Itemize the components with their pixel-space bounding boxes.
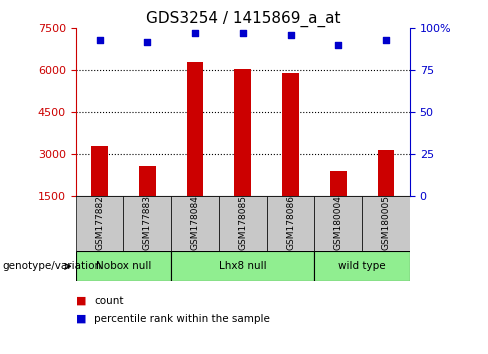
Point: [96, 37, 103, 43]
Text: GSM177883: GSM177883: [143, 195, 152, 250]
Bar: [378, 150, 394, 239]
Text: Lhx8 null: Lhx8 null: [219, 261, 266, 272]
Point: [239, 30, 247, 36]
Text: GSM180005: GSM180005: [382, 195, 390, 250]
Text: ■: ■: [76, 296, 86, 306]
FancyBboxPatch shape: [171, 251, 314, 281]
FancyBboxPatch shape: [219, 196, 266, 251]
Bar: [139, 166, 156, 239]
Bar: [187, 62, 203, 239]
Bar: [282, 73, 299, 239]
FancyBboxPatch shape: [76, 196, 123, 251]
Text: GSM178084: GSM178084: [190, 195, 200, 250]
Text: wild type: wild type: [338, 261, 386, 272]
FancyBboxPatch shape: [76, 251, 171, 281]
Text: percentile rank within the sample: percentile rank within the sample: [94, 314, 270, 324]
Text: Nobox null: Nobox null: [96, 261, 151, 272]
Point: [334, 42, 342, 48]
FancyBboxPatch shape: [314, 251, 410, 281]
FancyBboxPatch shape: [266, 196, 314, 251]
Text: count: count: [94, 296, 123, 306]
Point: [191, 30, 199, 36]
FancyBboxPatch shape: [171, 196, 219, 251]
Text: GSM178086: GSM178086: [286, 195, 295, 250]
Text: genotype/variation: genotype/variation: [2, 261, 102, 272]
Text: ■: ■: [76, 314, 86, 324]
FancyBboxPatch shape: [123, 196, 171, 251]
Bar: [234, 69, 251, 239]
Text: GSM178085: GSM178085: [238, 195, 247, 250]
Bar: [330, 171, 346, 239]
Point: [286, 32, 294, 38]
FancyBboxPatch shape: [362, 196, 410, 251]
FancyBboxPatch shape: [314, 196, 362, 251]
Bar: [91, 146, 108, 239]
Point: [143, 39, 151, 45]
Title: GDS3254 / 1415869_a_at: GDS3254 / 1415869_a_at: [145, 11, 340, 27]
Text: GSM180004: GSM180004: [334, 195, 343, 250]
Text: GSM177882: GSM177882: [95, 195, 104, 250]
Point: [382, 37, 390, 43]
